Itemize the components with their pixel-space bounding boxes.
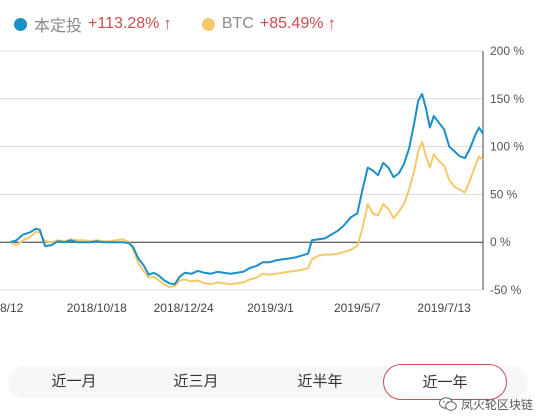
x-tick-label: 2019/7/13 (417, 301, 471, 315)
y-tick-label: 50 % (490, 187, 518, 201)
series-line-btc (9, 140, 484, 289)
y-tick-label: 100 % (490, 140, 524, 154)
tab-6m[interactable]: 近半年 (297, 373, 343, 390)
period-tabs: 近一月 近三月 近半年 近一年 (0, 364, 543, 400)
tab-3m[interactable]: 近三月 (173, 373, 219, 390)
watermark: 凤火轮区块链 (438, 396, 533, 413)
arrow-up-icon: ↑ (327, 14, 336, 33)
legend-dot-icon (201, 17, 215, 31)
legend-return-value: +113.28% (88, 15, 160, 32)
legend-series-name: 本定投 (34, 18, 83, 35)
y-tick-label: 0 % (490, 235, 511, 249)
x-tick-label: /8/12 (0, 301, 24, 315)
tab-1m[interactable]: 近一月 (51, 373, 97, 390)
legend-series-name: BTC (221, 15, 254, 32)
legend-dot-icon (14, 17, 27, 31)
y-tick-label: 200 % (490, 44, 524, 58)
chart-legend: 本定投 +113.28% ↑ BTC +85.49% ↑ (0, 10, 352, 38)
series-line-portfolio (9, 93, 484, 286)
watermark-text: 凤火轮区块链 (460, 398, 533, 412)
y-tick-label: -50 % (490, 283, 522, 297)
x-tick-label: 2019/5/7 (334, 301, 381, 315)
wechat-icon (438, 397, 457, 411)
arrow-up-icon: ↑ (163, 14, 172, 33)
legend-item: 本定投 +113.28% ↑ (0, 12, 172, 36)
tab-1y[interactable]: 近一年 (383, 364, 507, 400)
x-tick-label: 2018/12/24 (154, 301, 214, 315)
y-tick-label: 150 % (490, 92, 524, 106)
legend-return-value: +85.49% (259, 15, 324, 32)
line-chart: -50 % 0 % 50 % 100 % 150 % 200 % /8/12 2018/10/… (0, 44, 524, 315)
legend-item: BTC +85.49% ↑ (188, 14, 336, 34)
x-tick-label: 2018/10/18 (67, 301, 127, 315)
x-tick-label: 2019/3/1 (247, 301, 294, 315)
